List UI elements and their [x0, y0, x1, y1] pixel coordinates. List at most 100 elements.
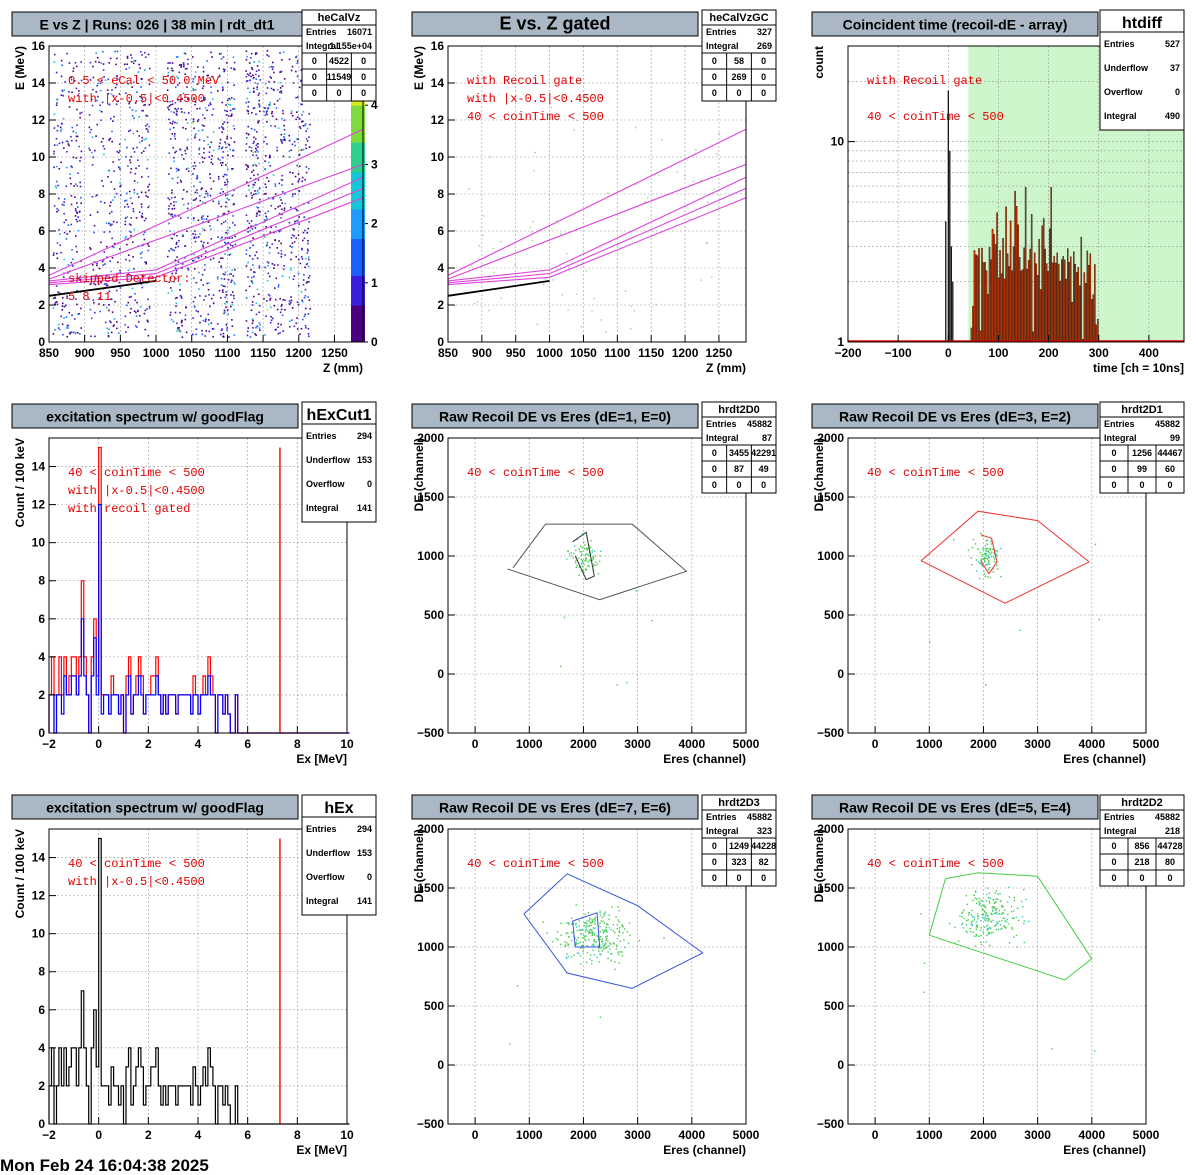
heatmap-point [219, 138, 222, 141]
scatter-point [615, 944, 618, 947]
scatter-point [578, 574, 580, 577]
scatter-point [996, 564, 998, 567]
heatmap-point [63, 201, 65, 203]
heatmap-point [138, 135, 140, 137]
heatmap-point [118, 281, 121, 284]
heatmap-point [279, 196, 281, 199]
heatmap-point [145, 217, 147, 220]
stats-value: 527 [1165, 39, 1180, 49]
heatmap-point [258, 120, 260, 122]
scatter-point [492, 247, 494, 250]
scatter-point [594, 555, 597, 557]
annotation: 40 < coinTime < 500 [867, 110, 1004, 124]
scatter-point [948, 922, 951, 925]
palette-segment [351, 97, 365, 106]
heatmap-point [170, 287, 172, 289]
scatter-point [610, 928, 612, 931]
scatter-point [574, 942, 577, 945]
scatter-points [468, 94, 721, 333]
scatter-point [992, 568, 994, 570]
heatmap-point [278, 240, 280, 242]
heatmap-point [103, 231, 106, 233]
heatmap-point [186, 190, 188, 193]
heatmap-point [221, 257, 224, 260]
heatmap-point [52, 254, 55, 256]
scatter-point [977, 561, 979, 563]
heatmap-point [192, 233, 194, 235]
heatmap-point [280, 255, 283, 258]
scatter-point [1023, 922, 1025, 925]
heatmap-point [308, 281, 310, 283]
heatmap-point [209, 79, 212, 81]
scatter-point [589, 917, 591, 920]
heatmap-point [264, 334, 266, 336]
heatmap-point [298, 216, 300, 218]
heatmap-point [252, 169, 255, 172]
heatmap-point [255, 251, 258, 253]
heatmap-point [280, 133, 283, 136]
heatmap-point [175, 150, 177, 153]
heatmap-point [280, 305, 283, 308]
scatter-point [1000, 575, 1002, 578]
heatmap-point [171, 215, 174, 218]
scatter-point [986, 917, 988, 920]
heatmap-point [201, 129, 204, 131]
heatmap-point [139, 305, 142, 308]
heatmap-point [90, 248, 92, 250]
scatter-point [593, 550, 596, 553]
heatmap-point [147, 53, 150, 56]
heatmap-point [283, 78, 286, 80]
x-axis-title: Z (mm) [323, 361, 363, 375]
heatmap-point [175, 75, 178, 78]
heatmap-point [60, 94, 63, 96]
heatmap-point [269, 164, 272, 167]
heatmap-point [222, 127, 224, 129]
heatmap-point [125, 331, 127, 333]
heatmap-point [233, 107, 236, 110]
scatter-point [583, 925, 586, 927]
scatter-point [617, 953, 620, 956]
heatmap-point [202, 227, 204, 230]
heatmap-point [113, 170, 115, 172]
heatmap-point [210, 86, 212, 88]
stats-label: Entries [1104, 812, 1135, 822]
heatmap-point [179, 289, 181, 291]
heatmap-point [203, 269, 206, 271]
heatmap-point [250, 146, 253, 149]
scatter-point [574, 937, 576, 939]
scatter-point [988, 560, 990, 562]
cut-polygon [980, 534, 998, 575]
scatter-point [585, 569, 587, 571]
heatmap-point [126, 146, 128, 149]
heatmap-point [57, 327, 60, 329]
stats-grid-value: 42291 [751, 448, 776, 458]
scatter-point [973, 919, 976, 921]
heatmap-point [199, 233, 201, 236]
heatmap-point [268, 103, 271, 106]
stats-grid-value: 218 [1134, 857, 1149, 867]
x-tick-label: 0 [872, 737, 879, 751]
scatter-point [1015, 916, 1018, 919]
heatmap-point [279, 139, 282, 141]
heatmap-point [279, 229, 282, 232]
heatmap-point [255, 113, 257, 116]
scatter-point [533, 170, 535, 172]
histogram-bar [993, 234, 995, 343]
heatmap-point [224, 273, 226, 276]
heatmap-point [255, 326, 257, 329]
heatmap-point [225, 104, 227, 106]
heatmap-point [299, 80, 302, 82]
chart-title: E vs. Z gated [499, 14, 610, 34]
scatter-point [574, 549, 577, 552]
heatmap-point [263, 110, 265, 113]
heatmap-point [178, 327, 181, 329]
heatmap-point [102, 50, 104, 53]
heatmap-point [273, 71, 275, 74]
heatmap-point [246, 73, 249, 75]
heatmap-point [140, 176, 143, 178]
y-tick-label: 0 [437, 1058, 444, 1072]
heatmap-point [125, 92, 127, 95]
heatmap-point [66, 150, 68, 153]
heatmap-point [254, 254, 256, 257]
